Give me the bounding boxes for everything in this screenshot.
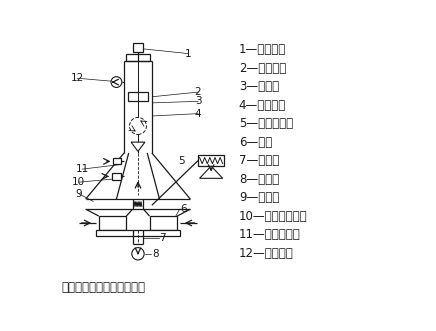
Text: 2—分级转子: 2—分级转子 [239,62,286,75]
Text: 11: 11 [76,164,89,174]
Text: 对喷式气流磨的结构示意图: 对喷式气流磨的结构示意图 [62,281,146,294]
Bar [99,216,126,230]
Circle shape [132,248,144,260]
Bar [112,173,121,180]
Text: 11—二次风入口: 11—二次风入口 [239,228,300,241]
Circle shape [129,118,146,134]
Bar [95,230,181,236]
Text: 5—螺旋加料器: 5—螺旋加料器 [239,117,293,130]
Text: 8—粉碎室: 8—粉碎室 [239,172,279,186]
Text: 8: 8 [152,249,158,259]
Text: 9—上升管: 9—上升管 [239,191,279,204]
Bar [198,155,224,166]
Bar [133,43,143,52]
Text: 10—粗颗粒返回管: 10—粗颗粒返回管 [239,210,307,222]
Text: 3: 3 [195,96,201,106]
Text: 6—喷嘴: 6—喷嘴 [239,136,272,149]
Text: 12: 12 [71,73,84,83]
Text: 7: 7 [160,233,166,243]
Circle shape [111,77,122,87]
Text: 12—产品出口: 12—产品出口 [239,247,293,260]
Text: 5: 5 [178,156,184,166]
Text: 6: 6 [181,204,187,214]
Text: 2: 2 [195,87,201,97]
Polygon shape [200,166,223,178]
Text: 1: 1 [185,49,191,59]
Bar [113,158,121,165]
Bar [150,216,177,230]
Text: 10: 10 [72,177,85,187]
Text: 7—混合管: 7—混合管 [239,154,279,167]
Text: 3—分级室: 3—分级室 [239,80,279,93]
Text: 1—传动装置: 1—传动装置 [239,43,286,56]
Text: 9: 9 [75,189,82,199]
Bar [126,54,150,61]
Polygon shape [131,142,145,151]
Text: 4—物料入口: 4—物料入口 [239,99,286,112]
Bar [128,92,148,101]
Text: 4: 4 [195,109,201,118]
